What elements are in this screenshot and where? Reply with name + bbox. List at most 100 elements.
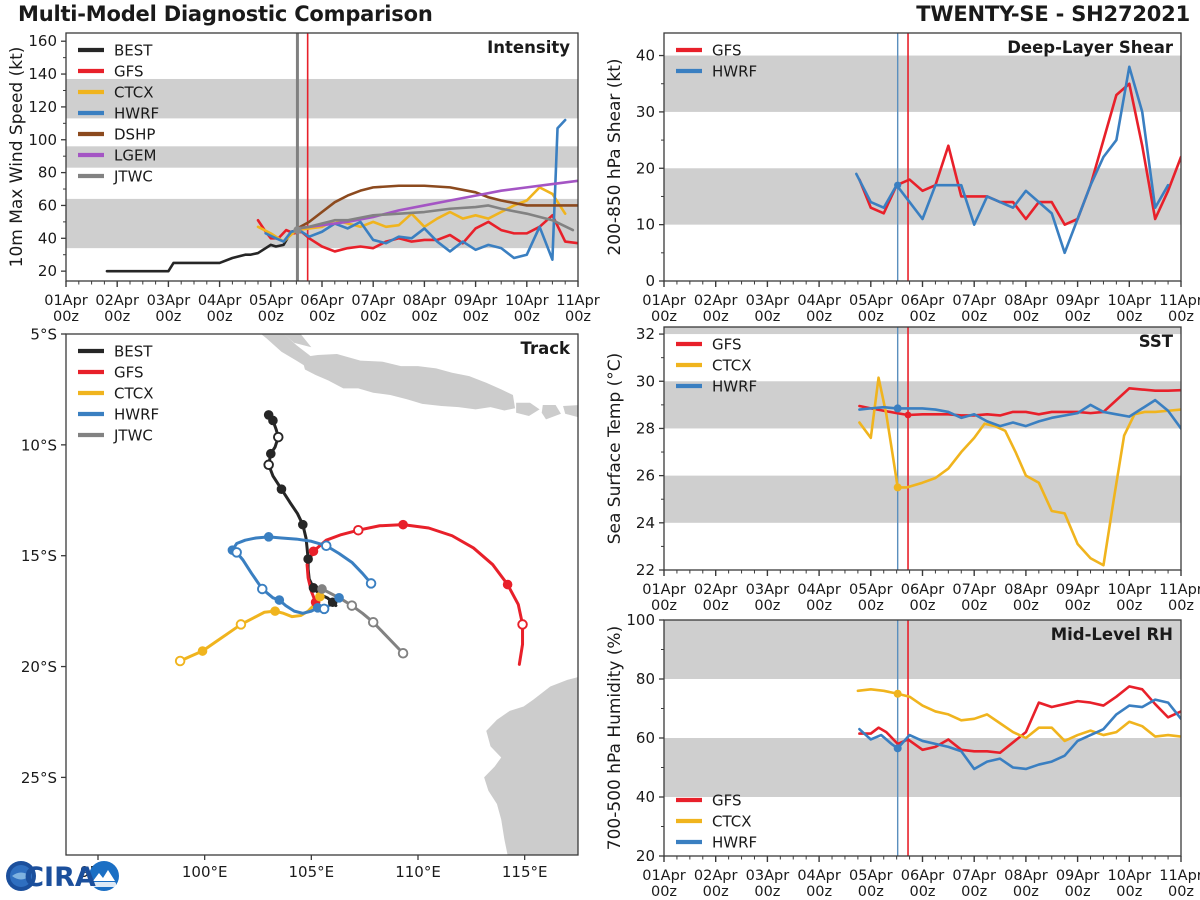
- track-marker-filled: [334, 593, 344, 603]
- y-tick-label: 100: [626, 611, 655, 629]
- series-line-hwrf: [858, 698, 1181, 771]
- track-marker-filled: [298, 519, 308, 530]
- legend-label-gfs: GFS: [712, 42, 742, 60]
- track-marker-filled: [303, 554, 313, 564]
- x-tick-label: 09Apr: [1056, 293, 1100, 309]
- x-tick-label: 09Apr: [1056, 582, 1100, 598]
- series-line-jtwc: [296, 204, 575, 232]
- legend-item-gfs: GFS: [78, 364, 144, 382]
- panel-title-rh: Mid-Level RH: [1051, 625, 1173, 644]
- x-tick-label: 04Apr: [797, 293, 841, 309]
- track-line-jtwc: [320, 587, 405, 655]
- x-tick-label: 04Apr: [797, 868, 841, 884]
- x-tick-label: 05Apr: [849, 293, 893, 309]
- x-tick-label: 11Apr: [1159, 582, 1200, 598]
- intensity-init-marker: [293, 226, 302, 235]
- storm-title-container: TWENTY-SE - SH272021: [620, 2, 1190, 30]
- x-tick-sublabel: 00z: [703, 598, 729, 614]
- x-tick-label: 09Apr: [1056, 868, 1100, 884]
- track-marker-open: [263, 459, 274, 471]
- lon-tick-label: 105°E: [289, 863, 335, 881]
- y-tick-label: 0: [645, 272, 655, 290]
- track-marker-filled: [308, 583, 319, 593]
- y-tick-label: 20: [636, 159, 655, 177]
- sst-hwrf-init-marker: [893, 404, 902, 413]
- track-marker-open: [397, 648, 409, 659]
- y-tick-label: 30: [636, 372, 655, 390]
- panel-shear: 01020304001Apr00z02Apr00z03Apr00z04Apr00…: [605, 32, 1200, 325]
- panel-title-track: Track: [521, 339, 571, 358]
- plot-background: [664, 327, 1181, 570]
- intensity-band-2: [66, 78, 578, 119]
- y-tick-label: 20: [636, 847, 655, 865]
- legend-label-ctcx: CTCX: [712, 813, 752, 831]
- y-tick-label: 26: [636, 467, 655, 485]
- legend-label-best: BEST: [114, 42, 153, 60]
- x-tick-sublabel: 00z: [1065, 884, 1091, 900]
- x-tick-label: 08Apr: [1004, 582, 1048, 598]
- legend-item-gfs: GFS: [676, 42, 742, 60]
- y-tick-label: 40: [636, 47, 655, 65]
- legend-item-ctcx: CTCX: [78, 84, 154, 102]
- x-tick-label: 03Apr: [147, 293, 191, 309]
- x-tick-sublabel: 00z: [858, 598, 884, 614]
- x-tick-label: 10Apr: [1108, 868, 1152, 884]
- legend-item-jtwc: JTWC: [78, 427, 153, 445]
- y-tick-label: 160: [28, 32, 57, 50]
- lat-tick-label: 15°S: [21, 547, 57, 565]
- x-tick-label: 04Apr: [198, 293, 242, 309]
- x-tick-sublabel: 00z: [1168, 598, 1194, 614]
- x-tick-label: 08Apr: [1004, 868, 1048, 884]
- x-tick-sublabel: 00z: [1065, 598, 1091, 614]
- panel-sst: 22242628303201Apr00z02Apr00z03Apr00z04Ap…: [605, 325, 1200, 614]
- panel-title-sst: SST: [1139, 332, 1174, 351]
- legend-item-jtwc: JTWC: [78, 168, 153, 186]
- x-tick-sublabel: 00z: [1116, 309, 1142, 325]
- landmass-lombok: [541, 404, 561, 420]
- x-tick-label: 11Apr: [1159, 293, 1200, 309]
- x-tick-sublabel: 00z: [309, 309, 335, 325]
- track-marker-filled: [398, 519, 408, 530]
- legend-label-gfs: GFS: [712, 792, 742, 810]
- landmass-australia: [484, 677, 578, 855]
- shaded-bands: [664, 327, 1181, 523]
- y-axis-label: 10m Max Wind Speed (kt): [7, 47, 27, 268]
- track-marker-filled: [502, 579, 513, 590]
- track-marker-open: [231, 547, 242, 558]
- track-marker-filled: [327, 597, 338, 608]
- x-tick-sublabel: 00z: [207, 309, 233, 325]
- x-tick-sublabel: 00z: [858, 884, 884, 900]
- legend-label-lgem: LGEM: [114, 147, 156, 165]
- x-tick-label: 05Apr: [849, 582, 893, 598]
- shaded-bands: [664, 620, 1181, 797]
- track-marker-open: [174, 655, 186, 667]
- series-line-dshp: [296, 184, 578, 230]
- y-tick-label: 32: [636, 325, 655, 343]
- y-tick-label: 22: [636, 561, 655, 579]
- track-marker-filled: [317, 584, 327, 594]
- track-marker-filled: [276, 484, 287, 494]
- legend-item-dshp: DSHP: [78, 126, 155, 144]
- x-tick-label: 02Apr: [694, 582, 738, 598]
- y-tick-label: 30: [636, 103, 655, 121]
- y-axis-label: Sea Surface Temp (°C): [605, 353, 625, 545]
- series-line-ctcx: [856, 688, 1181, 743]
- x-tick-sublabel: 00z: [1116, 884, 1142, 900]
- x-tick-label: 06Apr: [901, 293, 945, 309]
- x-tick-label: 07Apr: [952, 582, 996, 598]
- intensity-band-1: [664, 55, 1181, 112]
- x-tick-sublabel: 00z: [961, 884, 987, 900]
- storm-id-title: TWENTY-SE - SH272021: [916, 2, 1190, 26]
- x-tick-label: 07Apr: [952, 868, 996, 884]
- y-tick-label: 24: [636, 514, 655, 532]
- x-tick-label: 11Apr: [1159, 868, 1200, 884]
- lat-tick-label: 20°S: [21, 658, 57, 676]
- panel-title-intensity: Intensity: [487, 38, 570, 57]
- series-line-hwrf: [858, 398, 1181, 430]
- y-tick-label: 28: [636, 419, 655, 437]
- legend-label-hwrf: HWRF: [114, 406, 159, 424]
- x-tick-sublabel: 00z: [961, 309, 987, 325]
- rh-ctcx-init-marker: [893, 689, 902, 698]
- landmass-sumbawa: [563, 405, 578, 418]
